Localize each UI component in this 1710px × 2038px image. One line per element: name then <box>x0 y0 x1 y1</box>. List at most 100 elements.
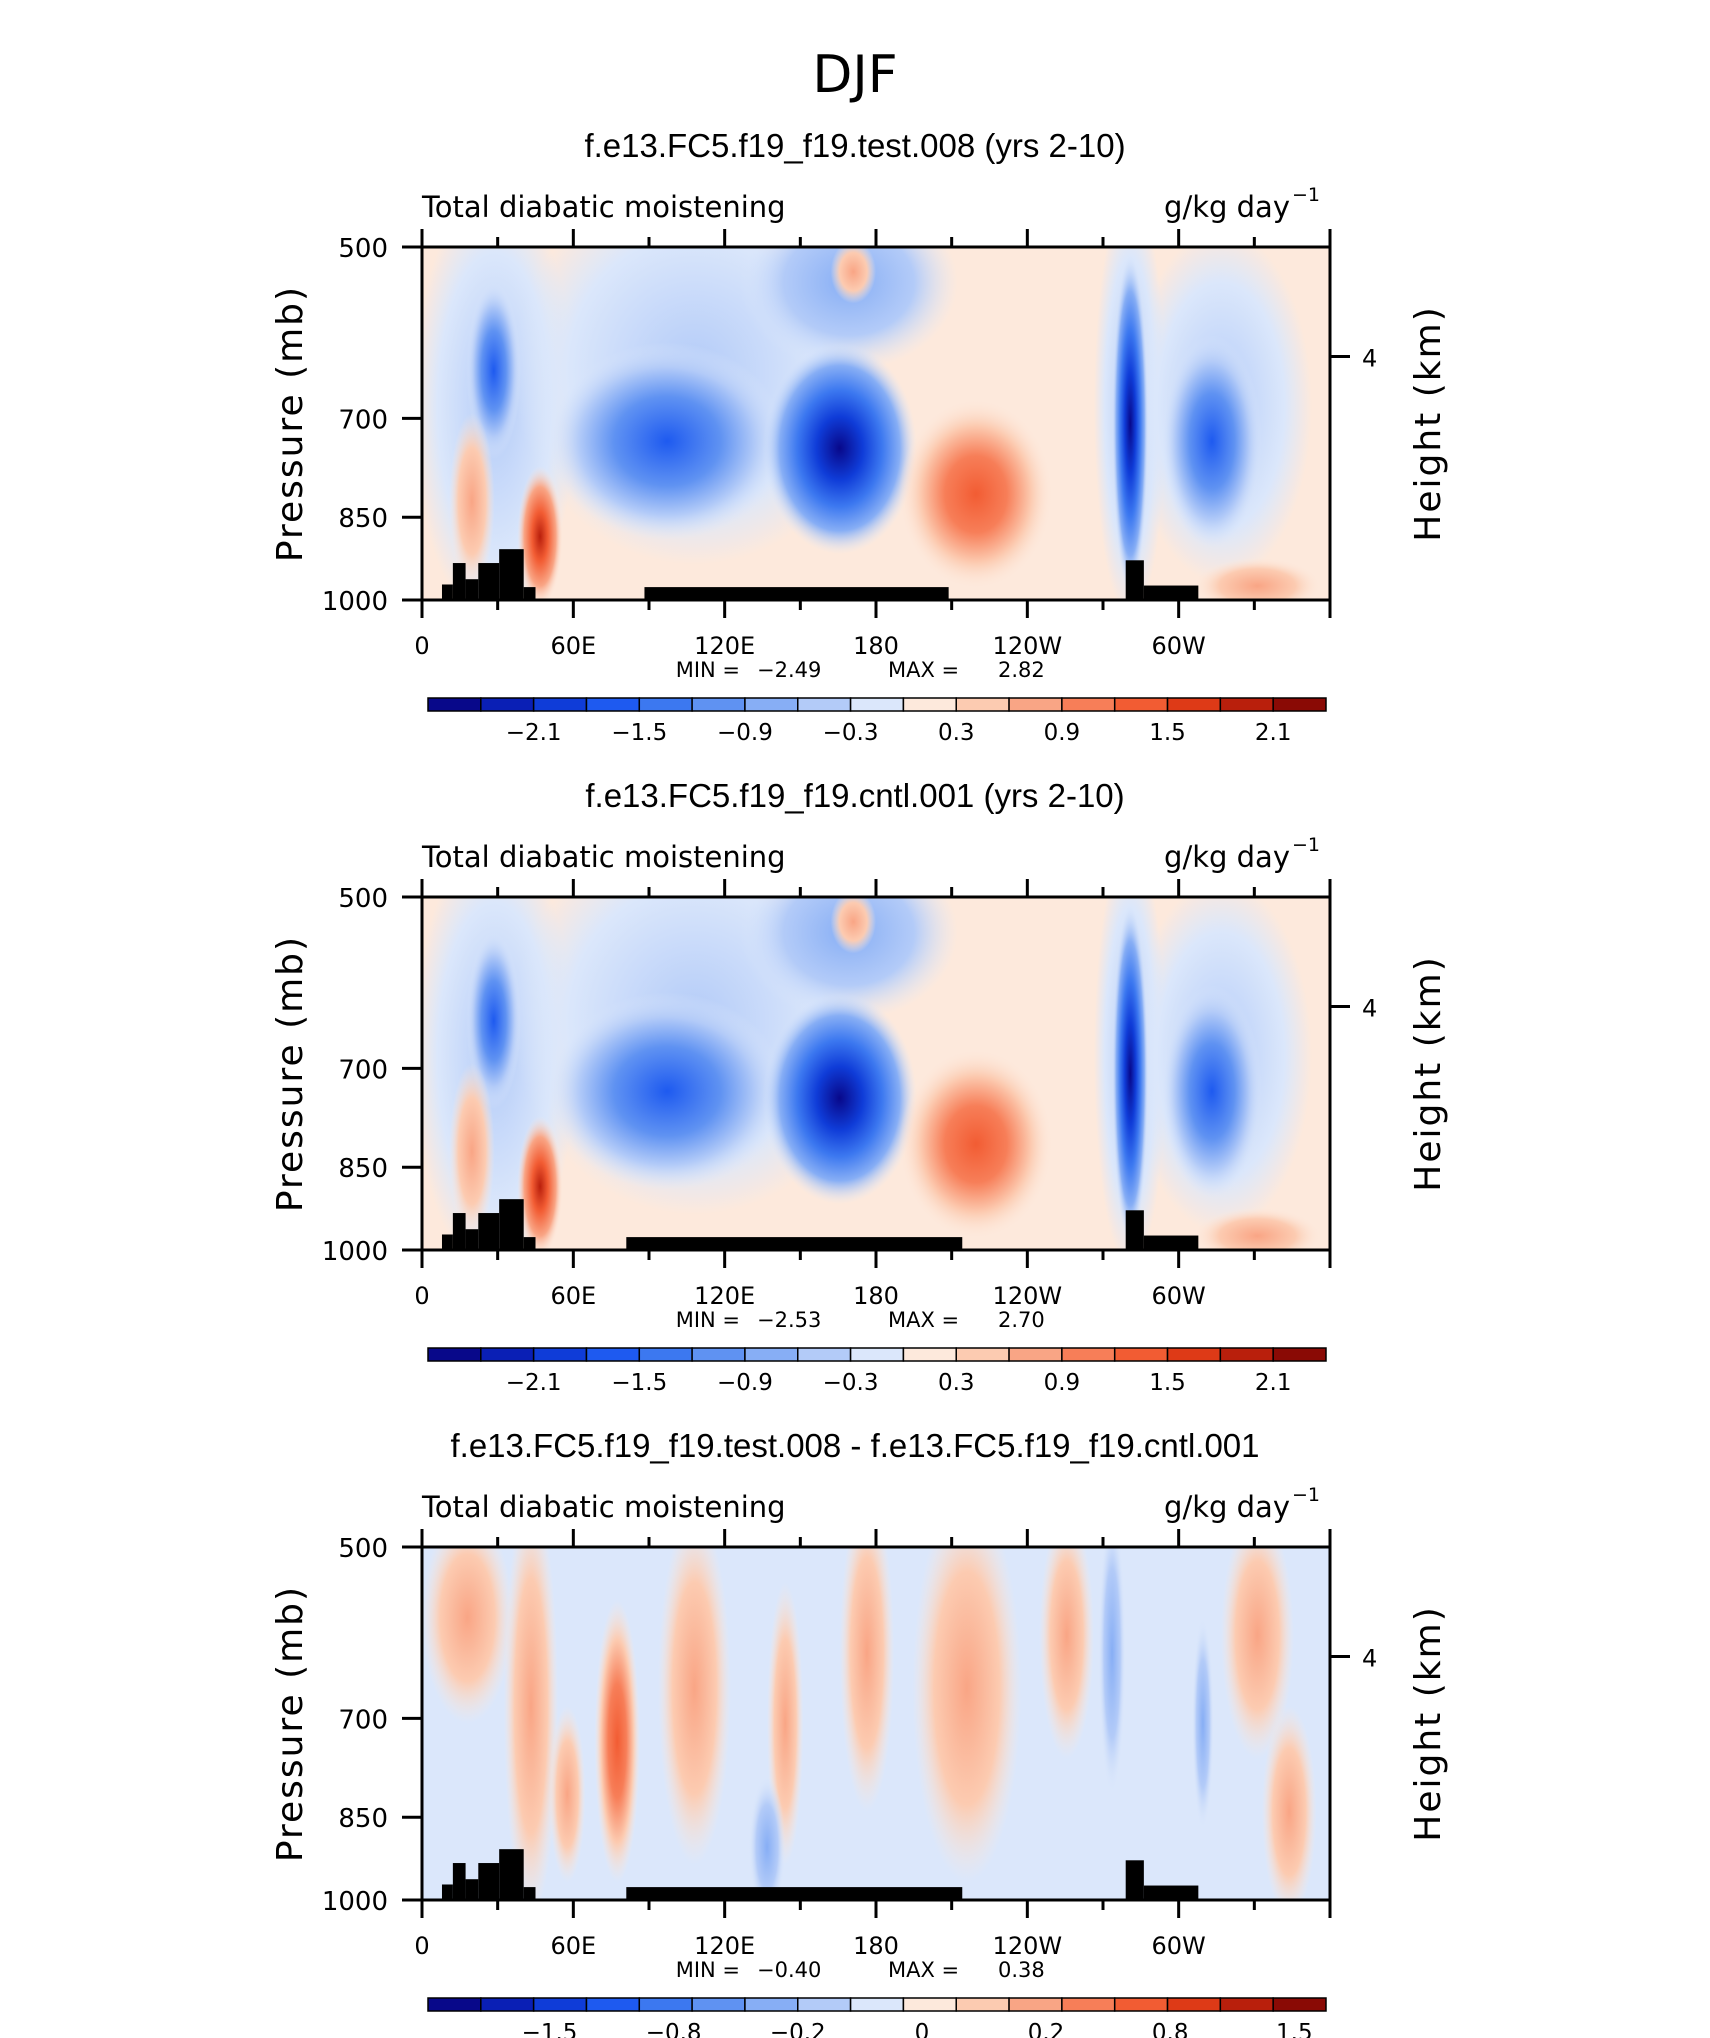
colorbar-swatch <box>797 1347 852 1362</box>
right-string: g/kg day <box>1164 840 1290 874</box>
colorbar: −1.5 −0.8 −0.2 0 0.2 0.8 1.5 <box>427 1997 1327 2038</box>
min-label: MIN = <box>676 658 740 682</box>
panel-1: f.e13.FC5.f19_f19.test.008 (yrs 2-10) Tot… <box>270 127 1449 746</box>
diff-red-5 <box>658 1547 731 1865</box>
colorbar-swatch <box>427 1997 482 2012</box>
colorbar-swatch <box>638 1347 693 1362</box>
colorbar-swatch <box>1061 1347 1116 1362</box>
right-string-exponent: −1 <box>1292 834 1320 856</box>
colorbar-swatch <box>1219 1347 1274 1362</box>
colorbar-swatch <box>585 1997 641 2012</box>
diff-red-7 <box>839 1547 895 1812</box>
y-axis-title: Pressure (mb) <box>270 1585 311 1862</box>
y-tick-label: 1000 <box>322 1237 388 1267</box>
diff-red-1 <box>422 1547 513 1724</box>
blue-core-africa <box>466 282 521 459</box>
contour-field <box>422 1547 1330 1900</box>
panel-2: f.e13.FC5.f19_f19.cntl.001 (yrs 2-10) Tot… <box>270 777 1449 1396</box>
right-string: g/kg day <box>1164 1490 1290 1524</box>
y-tick-label: 500 <box>338 884 388 914</box>
colorbar-swatch <box>955 697 1010 712</box>
diff-blue-3 <box>748 1776 786 1900</box>
colorbar-swatch <box>797 697 852 712</box>
max-value: 2.82 <box>998 658 1045 682</box>
colorbar-swatch <box>1272 697 1327 712</box>
colorbar-swatch <box>1061 1997 1116 2012</box>
red-core-highland <box>517 465 563 600</box>
blue-region-top <box>739 897 958 1021</box>
colorbar-label: −0.8 <box>646 2020 702 2038</box>
diff-red-2 <box>503 1547 559 1900</box>
colorbar-label: 2.1 <box>1255 1370 1292 1396</box>
colorbar-label: 0 <box>915 2020 930 2038</box>
left-string: Total diabatic moistening <box>421 840 786 874</box>
diff-blue-1 <box>1098 1547 1126 1795</box>
colorbar-swatch <box>849 697 905 712</box>
y-tick-label: 1000 <box>322 1887 388 1917</box>
colorbar-swatch <box>532 1997 588 2012</box>
right-string: g/kg day <box>1164 190 1290 224</box>
colorbar-swatch <box>480 1347 535 1362</box>
colorbar-swatch <box>1166 1997 1222 2012</box>
red-core-west <box>449 1062 495 1240</box>
y-tick-label: 850 <box>338 1154 388 1184</box>
y-tick-label: 700 <box>338 1055 388 1085</box>
colorbar-swatch <box>532 1347 588 1362</box>
y-tick-label: 850 <box>338 1804 388 1834</box>
blue-core-indian <box>549 342 786 540</box>
red-core-south-atlantic <box>1193 557 1321 600</box>
y-tick-label: 1000 <box>322 587 388 617</box>
colorbar-label: 0.9 <box>1044 720 1081 746</box>
max-label: MAX = <box>888 1958 959 1982</box>
y-axis-title: Pressure (mb) <box>270 285 311 562</box>
colorbar-label: 1.5 <box>1276 2020 1313 2038</box>
colorbar-label: −0.2 <box>770 2020 826 2038</box>
colorbar-label: 1.5 <box>1149 1370 1186 1396</box>
colorbar-swatch <box>744 1997 799 2012</box>
x-tick-label: 120E <box>694 1282 755 1310</box>
blue-core-africa <box>466 932 521 1109</box>
max-value: 0.38 <box>998 1958 1045 1982</box>
panel-3: f.e13.FC5.f19_f19.test.008 - f.e13.FC5.f… <box>270 1427 1449 2038</box>
x-tick-label: 60W <box>1152 1282 1206 1310</box>
y-tick-label: 700 <box>338 405 388 435</box>
red-core-south-atlantic <box>1193 1207 1321 1250</box>
panel-title: f.e13.FC5.f19_f19.test.008 (yrs 2-10) <box>584 127 1125 164</box>
x-tick-label: 60W <box>1152 632 1206 660</box>
panel-title: f.e13.FC5.f19_f19.test.008 - f.e13.FC5.f… <box>450 1427 1259 1464</box>
right-string-exponent: −1 <box>1292 1484 1320 1506</box>
colorbar-swatch <box>902 697 957 712</box>
colorbar-swatch <box>427 697 482 712</box>
colorbar-swatch <box>849 1347 905 1362</box>
blue-core-andes <box>1112 254 1149 593</box>
blue-core-pacific <box>762 992 917 1205</box>
colorbar-label: −1.5 <box>522 2020 578 2038</box>
colorbar-label: −2.1 <box>506 720 562 746</box>
x-tick-label: 0 <box>414 1282 429 1310</box>
colorbar-swatch <box>1272 1347 1327 1362</box>
diff-red-8 <box>912 1547 1022 1883</box>
colorbar-swatch <box>691 1347 746 1362</box>
colorbar-label: 0.3 <box>938 1370 975 1396</box>
blue-region-top <box>739 247 958 371</box>
min-label: MIN = <box>676 1958 740 1982</box>
x-tick-label: 120E <box>694 1932 755 1960</box>
colorbar-swatch <box>744 697 799 712</box>
colorbar-swatch <box>797 1997 852 2012</box>
colorbar-swatch <box>585 697 641 712</box>
min-value: −2.53 <box>757 1308 821 1332</box>
colorbar-label: 0.2 <box>1028 2020 1065 2038</box>
diff-red-3 <box>549 1705 586 1883</box>
colorbar-swatch <box>691 1997 746 2012</box>
colorbar-swatch <box>955 1347 1010 1362</box>
colorbar-swatch <box>1113 697 1169 712</box>
colorbar-swatch <box>480 697 535 712</box>
blue-core-atlantic <box>1162 335 1262 548</box>
colorbar-swatch <box>691 697 746 712</box>
colorbar-label: −0.3 <box>823 720 879 746</box>
colorbar-label: −1.5 <box>611 1370 667 1396</box>
colorbar-swatch <box>1219 1997 1274 2012</box>
colorbar-swatch <box>427 1347 482 1362</box>
red-core-west <box>449 412 495 590</box>
